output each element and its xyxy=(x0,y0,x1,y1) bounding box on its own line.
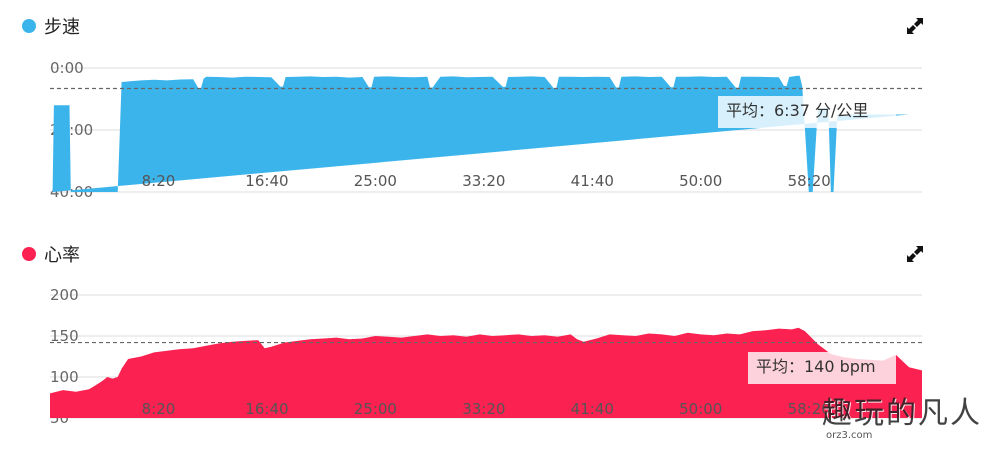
x-tick-label: 16:40 xyxy=(245,400,288,418)
x-tick-label: 8:20 xyxy=(142,172,176,190)
average-label-bg xyxy=(718,96,896,128)
x-tick-label: 25:00 xyxy=(354,400,397,418)
y-tick-label: 0:00 xyxy=(50,59,84,77)
x-tick-label: 25:00 xyxy=(354,172,397,190)
heart-rate-panel: 心率 200150100508:2016:4025:0033:2041:4050… xyxy=(0,228,1000,454)
y-tick-label: 100 xyxy=(50,368,79,386)
watermark-text: 趣玩的凡人 xyxy=(822,396,982,431)
pace-legend-dot xyxy=(22,19,36,33)
x-tick-label: 50:00 xyxy=(679,172,722,190)
pace-title: 步速 xyxy=(44,17,80,38)
average-label-bg xyxy=(748,352,896,384)
x-tick-label: 58:20 xyxy=(788,172,831,190)
average-label: 平均：6:37 分/公里 xyxy=(718,96,896,128)
x-tick-label: 50:00 xyxy=(679,400,722,418)
heart-rate-title: 心率 xyxy=(44,245,80,266)
average-label-text: 平均：140 bpm xyxy=(756,357,876,376)
series-area xyxy=(50,327,922,418)
x-tick-label: 33:20 xyxy=(462,400,505,418)
watermark-subtext: orz3.com xyxy=(826,430,873,441)
y-tick-label: 150 xyxy=(50,327,79,345)
x-tick-label: 41:40 xyxy=(571,172,614,190)
x-tick-label: 8:20 xyxy=(142,400,176,418)
expand-icon[interactable] xyxy=(905,16,925,36)
heart-rate-chart: 200150100508:2016:4025:0033:2041:4050:00… xyxy=(50,286,922,427)
x-tick-label: 41:40 xyxy=(571,400,614,418)
expand-icon[interactable] xyxy=(905,244,925,264)
series-area xyxy=(52,75,910,192)
x-tick-label: 33:20 xyxy=(462,172,505,190)
x-tick-label: 58:20 xyxy=(788,400,831,418)
pace-header: 步速 xyxy=(22,14,80,38)
heart-rate-legend-dot xyxy=(22,247,36,261)
watermark: 趣玩的凡人 orz3.com xyxy=(822,388,992,448)
average-label-text: 平均：6:37 分/公里 xyxy=(726,101,868,120)
y-tick-label: 200 xyxy=(50,286,79,304)
heart-rate-header: 心率 xyxy=(22,242,80,266)
x-tick-label: 16:40 xyxy=(245,172,288,190)
average-label: 平均：140 bpm xyxy=(748,352,896,384)
pace-panel: 步速 0:00 20:00 40:00 8:20 16:40 25:00 33:20 41:4… xyxy=(0,0,1000,215)
